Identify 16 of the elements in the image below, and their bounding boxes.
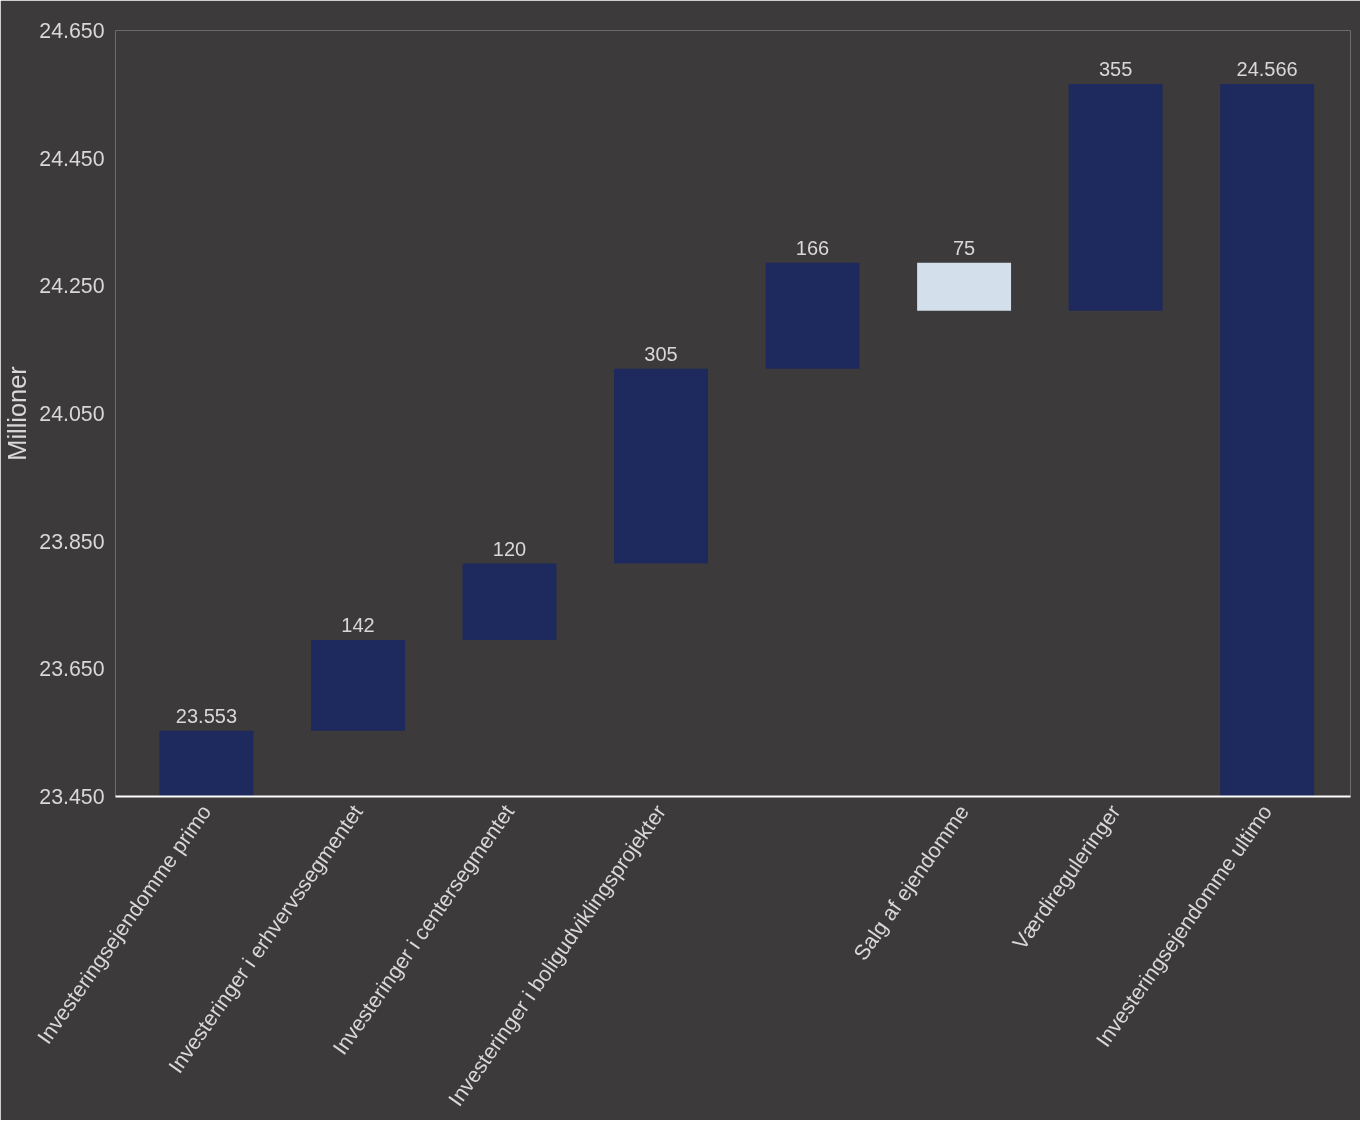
y-tick-label: 24.050: [39, 402, 105, 426]
data-label: 355: [1098, 58, 1133, 81]
data-label: 142: [341, 614, 375, 637]
data-label: 120: [492, 537, 527, 560]
y-tick-label: 24.250: [39, 274, 105, 299]
data-label: 166: [795, 236, 830, 259]
y-tick-label: 23.650: [39, 657, 105, 682]
data-label: 23.553: [175, 704, 238, 727]
data-label: 305: [644, 342, 678, 365]
y-tick-label: 24.650: [39, 19, 105, 43]
y-tick-label: 24.450: [39, 146, 105, 171]
y-tick-label: 23.450: [39, 785, 105, 809]
y-tick-label: 23.850: [39, 529, 105, 554]
data-label: 24.566: [1236, 58, 1298, 81]
y-axis-title: Millioner: [3, 365, 32, 461]
data-label: 75: [952, 236, 976, 259]
